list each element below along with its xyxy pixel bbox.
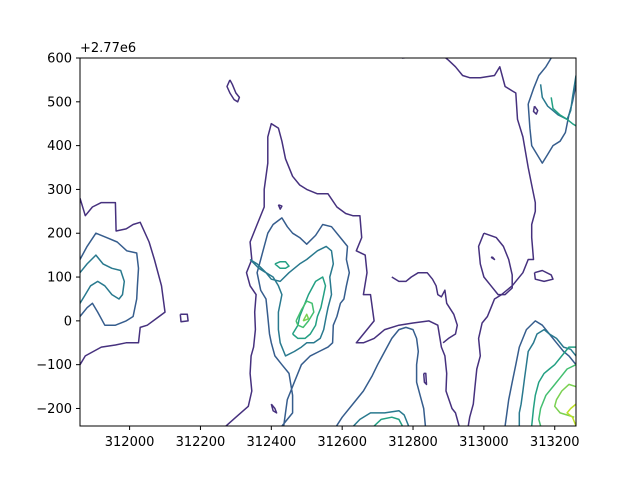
contour-level-6-line-1	[553, 383, 576, 418]
contour-level-1-line-11	[422, 372, 428, 386]
y-axis-ticks: 600 500 400 300 200 100 0 −100 −200	[36, 52, 80, 417]
y-tick-label: 0	[64, 314, 72, 329]
contour-level-4-line-4	[550, 97, 576, 127]
contour-level-4-line-1	[274, 260, 290, 270]
contour-level-7-line-1	[566, 403, 576, 426]
contour-level-1-line-2	[179, 313, 189, 323]
y-tick-label: −200	[36, 402, 72, 417]
x-tick-label: 313200	[530, 435, 580, 450]
contour-level-1-line-6	[277, 204, 283, 210]
contour-level-2-line-2	[256, 217, 351, 426]
contour-level-1-line-9	[477, 232, 513, 296]
contour-level-2-line-3	[335, 326, 427, 426]
x-tick-label: 312000	[105, 435, 155, 450]
x-tick-label: 312400	[246, 435, 296, 450]
y-tick-label: 500	[47, 95, 72, 110]
contour-level-6-line-2	[302, 313, 310, 322]
contour-level-3-line-3	[352, 409, 410, 426]
contour-level-1-line-5	[270, 403, 278, 414]
contour-level-3-line-4	[539, 75, 576, 121]
y-tick-label: 200	[47, 227, 72, 242]
x-tick-label: 312600	[317, 435, 367, 450]
contour-level-1-line-1	[80, 197, 166, 366]
y-tick-label: 600	[47, 52, 72, 67]
contour-level-1-line-10	[490, 256, 496, 261]
contour-level-2-line-4	[527, 58, 553, 105]
y-axis-offset-label: +2.77e6	[80, 41, 136, 56]
contour-level-3-line-5	[518, 328, 576, 426]
contour-level-2-line-6	[504, 320, 576, 426]
y-tick-label: 400	[47, 139, 72, 154]
x-tick-label: 313000	[459, 435, 509, 450]
y-tick-label: −100	[36, 358, 72, 373]
contour-level-2-line-1	[80, 232, 140, 326]
y-tick-label: 300	[47, 183, 72, 198]
contour-level-1-line-4	[224, 122, 460, 426]
contour-level-4-line-3	[373, 416, 404, 426]
contour-level-4-line-5	[530, 346, 576, 426]
y-tick-label: 100	[47, 271, 72, 286]
contour-level-3-line-1	[80, 254, 126, 304]
x-axis-ticks: 312000 312200 312400 312600 312800 313000 3132…	[105, 426, 580, 450]
axes-frame	[79, 57, 577, 427]
contour-level-5-line-1	[295, 300, 315, 329]
contour-level-1-line-12	[532, 105, 539, 115]
contour-level-1-line-13	[533, 269, 554, 283]
contour-level-4-line-2	[291, 276, 327, 340]
contour-level-1-line-3	[226, 79, 241, 103]
contour-level-5-line-2	[538, 364, 576, 426]
contour-level-1-line-14	[391, 271, 459, 344]
contour-level-3-line-2	[249, 245, 335, 357]
x-tick-label: 312800	[388, 435, 438, 450]
x-tick-label: 312200	[176, 435, 226, 450]
